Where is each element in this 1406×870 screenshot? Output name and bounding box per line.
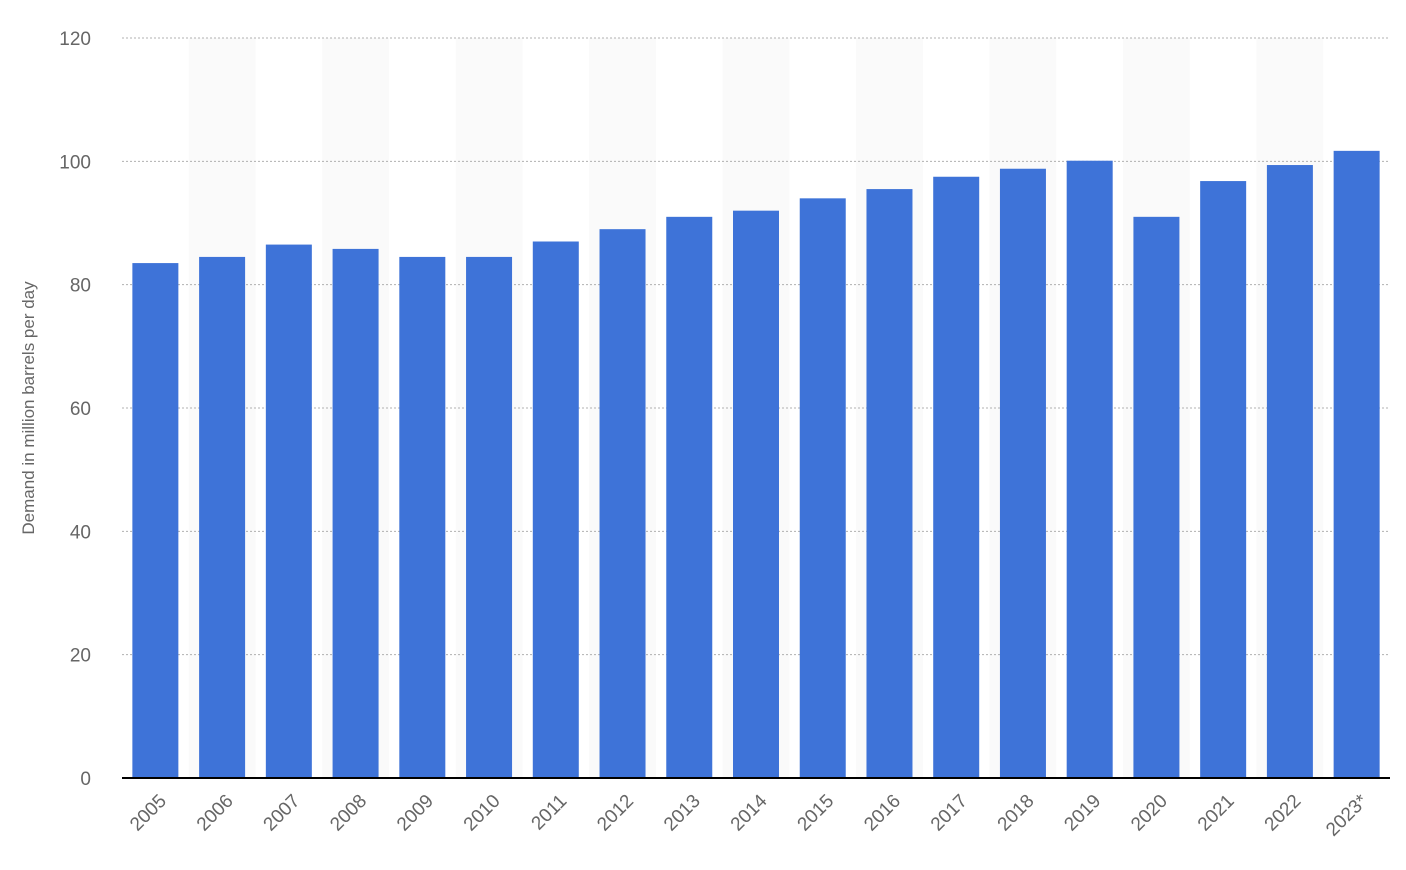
bar-2010[interactable] — [466, 256, 513, 779]
x-tick-label: 2021 — [1194, 791, 1239, 836]
bar-2021[interactable] — [1200, 181, 1247, 779]
x-tick-label: 2005 — [126, 791, 171, 836]
bar-2009[interactable] — [399, 256, 446, 779]
x-tick-label: 2018 — [994, 791, 1039, 836]
y-axis-ticks: 0 20 40 60 80 100 120 — [59, 29, 91, 790]
x-tick-label: 2008 — [326, 791, 371, 836]
x-tick-label: 2009 — [393, 791, 438, 836]
y-tick-label: 0 — [80, 769, 91, 790]
x-tick-label: 2013 — [660, 791, 705, 836]
x-tick-label: 2019 — [1060, 791, 1105, 836]
bar-2013[interactable] — [666, 216, 713, 779]
bar-2015[interactable] — [799, 198, 846, 779]
y-tick-label: 120 — [59, 29, 91, 50]
x-tick-label: 2023* — [1322, 790, 1372, 840]
x-tick-label: 2012 — [593, 791, 638, 836]
x-tick-label: 2011 — [528, 791, 572, 835]
x-tick-label: 2006 — [193, 791, 238, 836]
y-tick-label: 40 — [70, 522, 91, 543]
bars — [132, 150, 1380, 779]
bar-2018[interactable] — [999, 168, 1046, 778]
x-tick-label: 2016 — [860, 791, 905, 836]
bar-2023*[interactable] — [1333, 150, 1380, 779]
y-tick-label: 100 — [59, 152, 91, 173]
bar-2019[interactable] — [1066, 160, 1113, 778]
bar-2012[interactable] — [599, 229, 646, 778]
x-tick-label: 2022 — [1261, 791, 1306, 836]
x-axis-ticks: 2005 2006 2007 2008 2009 2010 2011 2012 2013 2014… — [126, 790, 1372, 840]
bar-2007[interactable] — [265, 244, 312, 779]
y-tick-label: 60 — [70, 399, 91, 420]
x-tick-label: 2015 — [794, 791, 839, 836]
x-tick-label: 2020 — [1127, 791, 1172, 836]
bar-2016[interactable] — [866, 189, 913, 779]
x-tick-label: 2007 — [260, 791, 305, 836]
x-tick-label: 2017 — [927, 791, 972, 836]
bar-2022[interactable] — [1266, 165, 1313, 779]
bar-2011[interactable] — [532, 241, 579, 779]
y-tick-label: 20 — [70, 646, 91, 667]
bar-2020[interactable] — [1133, 216, 1180, 779]
y-axis-label: Demand in million barrels per day — [19, 281, 38, 535]
x-tick-label: 2014 — [727, 790, 772, 835]
bar-2005[interactable] — [132, 263, 179, 778]
bar-2017[interactable] — [933, 176, 980, 778]
x-tick-label: 2010 — [460, 791, 505, 836]
bar-2014[interactable] — [733, 210, 779, 778]
bar-2006[interactable] — [199, 256, 246, 779]
bar-2008[interactable] — [332, 248, 379, 778]
y-tick-label: 80 — [70, 276, 91, 297]
